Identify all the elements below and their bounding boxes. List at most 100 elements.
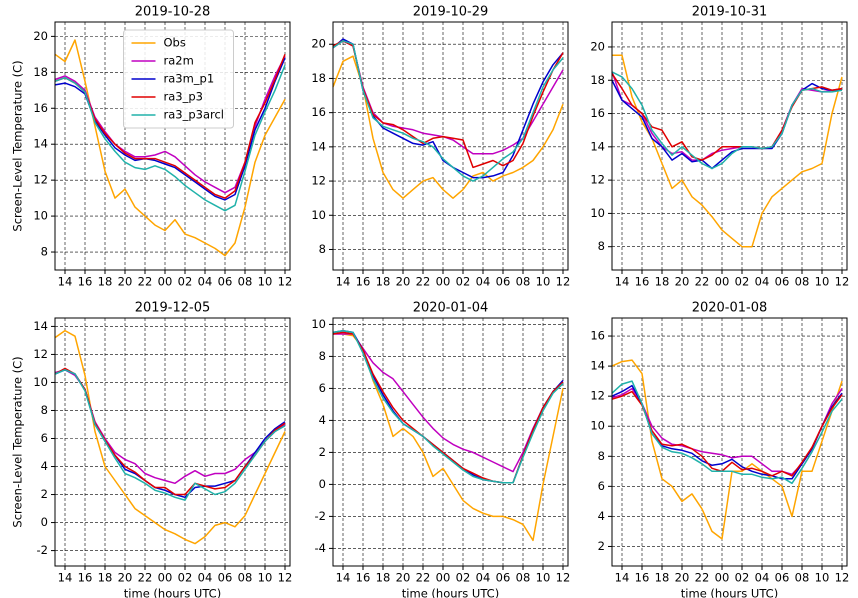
x-tick-label: 12: [556, 571, 571, 585]
y-tick-label: 2: [41, 487, 48, 501]
legend-label: ra3_p3arcl: [164, 108, 225, 122]
legend-label: ra3_p3: [164, 90, 203, 104]
x-tick-label: 20: [118, 275, 133, 289]
y-tick-label: 18: [33, 65, 48, 79]
x-tick-label: 08: [516, 275, 531, 289]
legend-label: ra3m_p1: [164, 72, 215, 86]
series-line: [611, 380, 843, 485]
x-tick-label: 14: [336, 275, 351, 289]
series-line: [332, 330, 564, 484]
y-tick-label: -2: [315, 509, 326, 523]
x-tick-label: 22: [695, 275, 710, 289]
plot-frame: [332, 317, 569, 567]
series-line: [54, 64, 286, 212]
x-tick-label: 02: [735, 275, 750, 289]
x-tick-label: 12: [278, 275, 293, 289]
x-tick-label: 02: [178, 571, 193, 585]
x-tick-label: 00: [158, 275, 173, 289]
y-tick-label: 10: [33, 209, 48, 223]
x-tick-label: 22: [416, 275, 431, 289]
y-tick-label: 10: [590, 206, 605, 220]
x-tick-label: 10: [258, 275, 273, 289]
y-tick-label: 2: [598, 539, 605, 553]
x-tick-label: 08: [795, 275, 810, 289]
x-tick-label: 00: [436, 275, 451, 289]
x-tick-label: 06: [775, 571, 790, 585]
x-tick-label: 04: [755, 571, 770, 585]
x-tick-label: 20: [675, 571, 690, 585]
y-tick-label: 8: [319, 242, 326, 256]
subplot: 2019-10-28 8 10 12 14 16 18 20 14 16 18 20 22 00 02 04 0…: [11, 5, 293, 289]
x-tick-label: 04: [476, 275, 491, 289]
series-line: [611, 359, 843, 540]
x-tick-label: 18: [376, 571, 391, 585]
subplot-title: 2020-01-08: [692, 301, 768, 316]
x-tick-label: 22: [138, 571, 153, 585]
y-tick-label: 4: [598, 509, 605, 523]
subplot: 2019-10-29 8 10 12 14 16 18 20 14 16 18 20 22 00 02 04 0…: [311, 5, 570, 289]
x-tick-label: 22: [695, 571, 710, 585]
y-tick-label: 8: [598, 239, 605, 253]
x-axis-label: time (hours UTC): [681, 587, 778, 598]
y-tick-label: -4: [315, 541, 326, 555]
y-tick-label: 10: [590, 419, 605, 433]
x-tick-label: 20: [118, 571, 133, 585]
x-tick-label: 14: [615, 275, 630, 289]
x-axis-label: time (hours UTC): [402, 587, 499, 598]
x-tick-label: 10: [815, 275, 830, 289]
x-tick-label: 18: [376, 275, 391, 289]
legend-label: Obs: [164, 36, 186, 50]
series-line: [333, 333, 564, 473]
plot-frame: [611, 21, 848, 271]
y-tick-label: 18: [311, 71, 326, 85]
y-tick-label: 16: [590, 329, 605, 343]
y-tick-label: 12: [590, 173, 605, 187]
y-tick-label: 20: [311, 37, 326, 51]
x-tick-label: 02: [456, 571, 471, 585]
x-tick-label: 20: [675, 275, 690, 289]
x-tick-label: 08: [516, 571, 531, 585]
x-tick-label: 16: [356, 571, 371, 585]
y-tick-label: 20: [33, 29, 48, 43]
y-tick-label: 20: [590, 39, 605, 53]
x-tick-label: 12: [835, 275, 850, 289]
x-tick-label: 10: [536, 275, 551, 289]
x-tick-label: 08: [795, 571, 810, 585]
x-tick-label: 16: [356, 275, 371, 289]
y-tick-label: 14: [33, 137, 48, 151]
x-tick-label: 10: [258, 571, 273, 585]
series-line: [612, 54, 843, 248]
x-tick-label: 12: [835, 571, 850, 585]
x-tick-label: 14: [336, 571, 351, 585]
y-tick-label: 10: [311, 317, 326, 331]
x-tick-label: 18: [98, 275, 113, 289]
x-tick-label: 02: [178, 275, 193, 289]
subplot: 2019-10-31 8 10 12 14 16 18 20 14 16 18 20 22 00 02 04 0…: [590, 5, 849, 289]
y-tick-label: 8: [41, 245, 48, 259]
x-tick-label: 14: [615, 571, 630, 585]
y-tick-label: 2: [319, 445, 326, 459]
x-tick-label: 14: [58, 571, 73, 585]
x-tick-label: 22: [416, 571, 431, 585]
subplot-title: 2019-10-29: [413, 5, 489, 20]
series-line: [611, 71, 843, 170]
x-tick-label: 18: [98, 571, 113, 585]
y-tick-label: 10: [311, 208, 326, 222]
series-line: [332, 40, 564, 182]
y-tick-label: 14: [590, 359, 605, 373]
x-tick-label: 08: [238, 275, 253, 289]
x-tick-label: 04: [476, 571, 491, 585]
x-tick-label: 06: [775, 275, 790, 289]
series-line: [611, 79, 842, 170]
y-tick-label: 14: [590, 139, 605, 153]
x-tick-label: 02: [735, 571, 750, 585]
x-tick-label: 10: [536, 571, 551, 585]
plot-frame: [54, 317, 291, 567]
x-tick-label: 00: [715, 571, 730, 585]
x-tick-label: 16: [78, 571, 93, 585]
x-tick-label: 04: [198, 275, 213, 289]
x-axis-label: time (hours UTC): [124, 587, 221, 598]
legend-box: [123, 29, 234, 129]
